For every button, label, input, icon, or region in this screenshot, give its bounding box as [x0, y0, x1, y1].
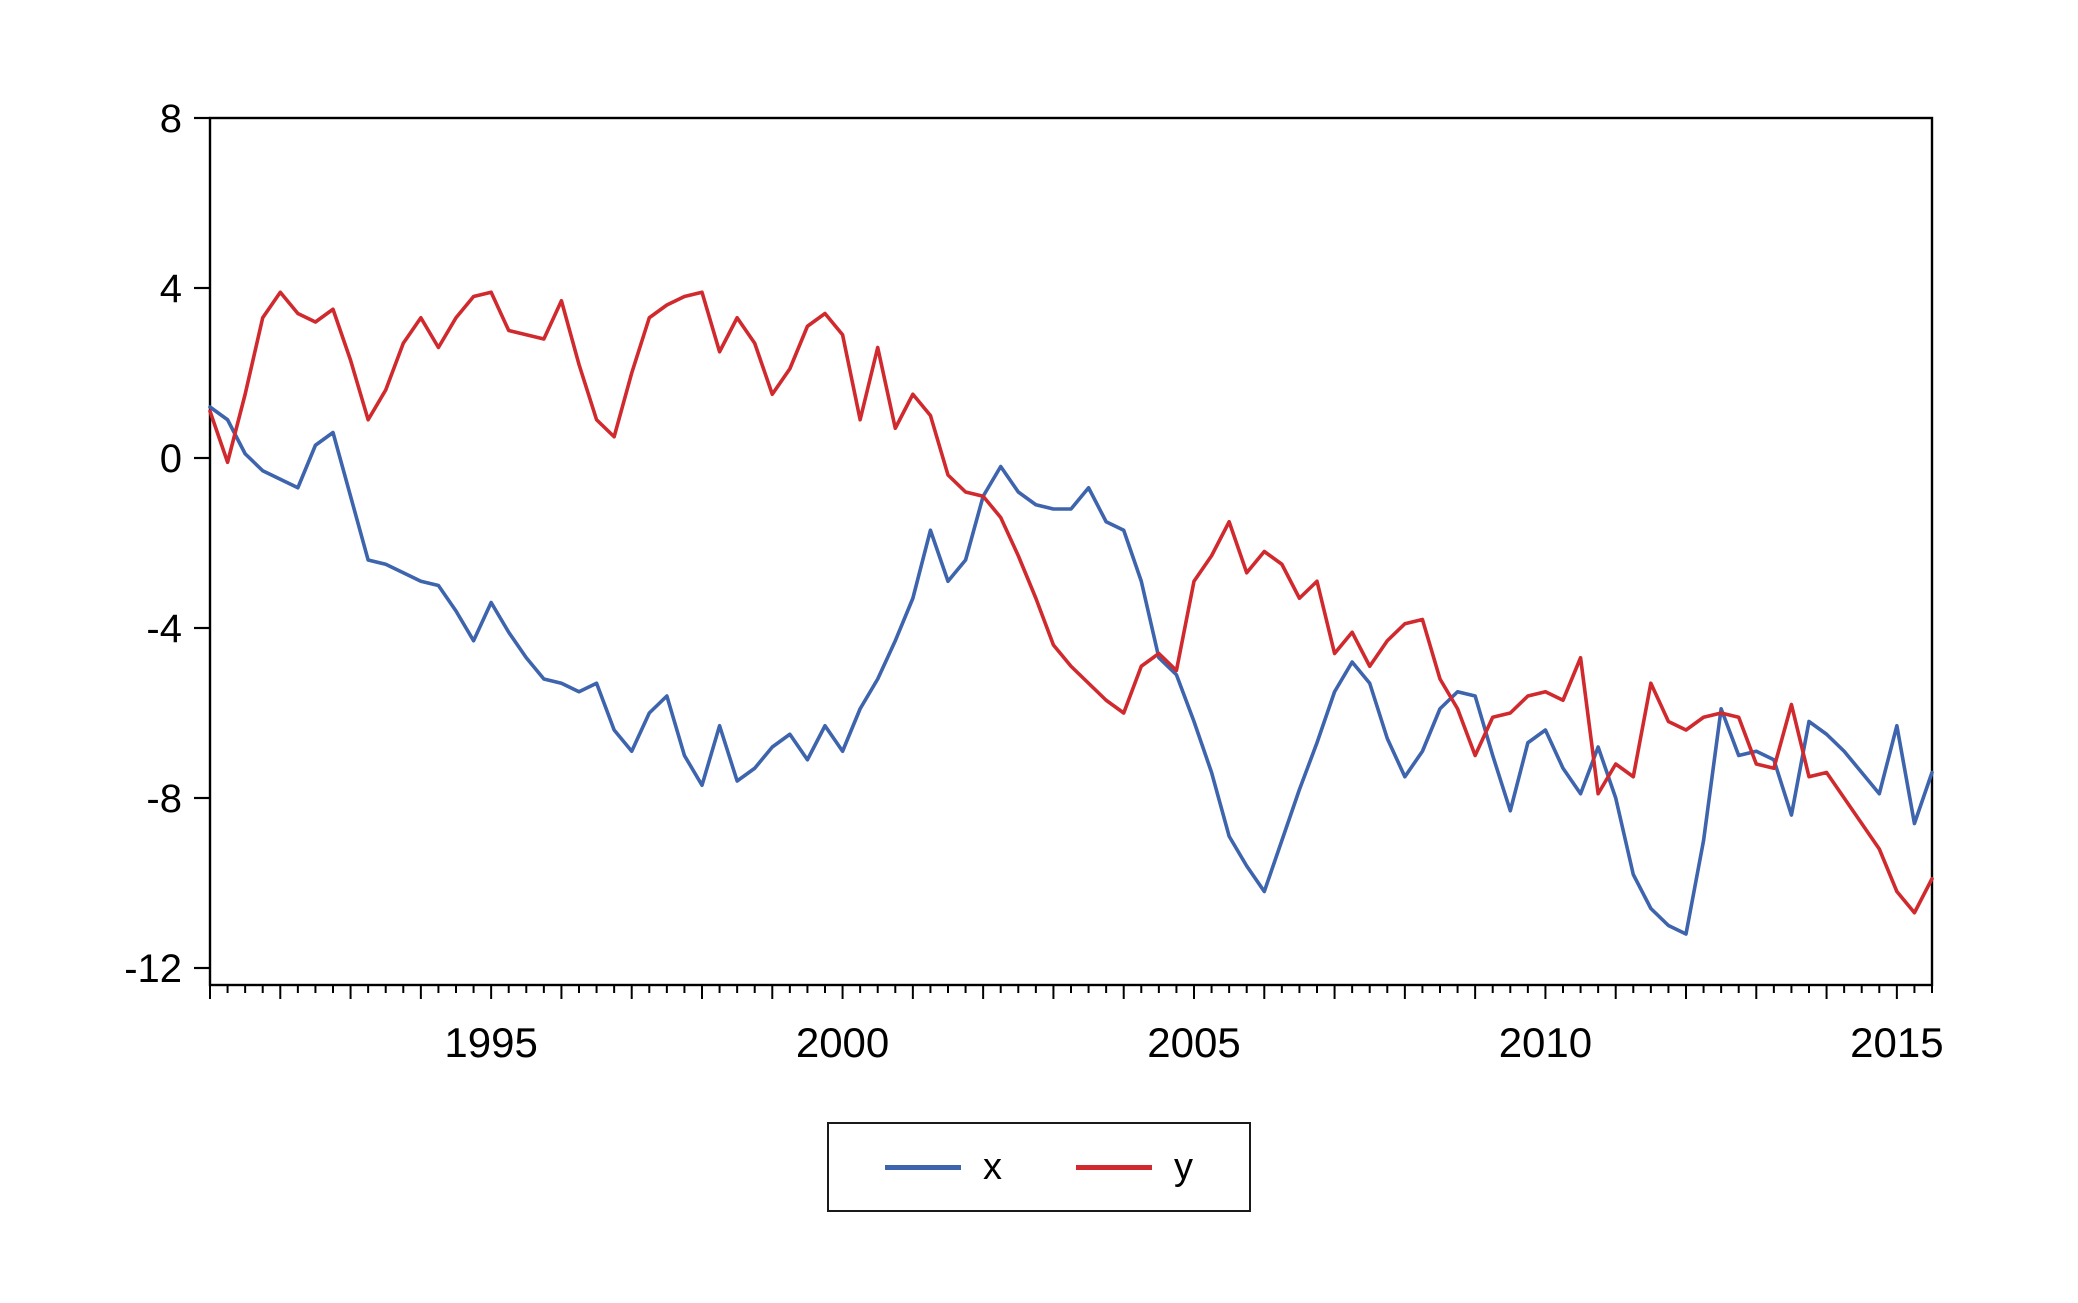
legend-box: x y [827, 1122, 1251, 1212]
y-tick-label: 8 [160, 97, 182, 141]
legend-item-y: y [1076, 1148, 1193, 1186]
series-line-x [208, 405, 1934, 936]
y-tick-label: 4 [160, 267, 182, 311]
x-tick-label: 2000 [796, 1019, 889, 1066]
x-tick-label: 2015 [1850, 1019, 1943, 1066]
legend-item-x: x [885, 1148, 1002, 1186]
legend-line-y-swatch [1076, 1164, 1152, 1170]
x-tick-label: 2005 [1147, 1019, 1240, 1066]
x-tick-label: 2010 [1499, 1019, 1592, 1066]
y-tick-label: -12 [124, 947, 182, 991]
plot-frame [208, 116, 1934, 987]
x-tick-label: 1995 [444, 1019, 537, 1066]
legend-label-x: x [983, 1146, 1002, 1188]
line-chart: 8 4 0 -4 -8 -12 1995 2000 2005 2010 2015 [124, 97, 1943, 1066]
series-line-y [208, 290, 1934, 915]
y-tick-label: -8 [146, 777, 182, 821]
y-tick-label: 0 [160, 437, 182, 481]
legend-label-y: y [1174, 1146, 1193, 1188]
legend-line-x-swatch [885, 1164, 961, 1170]
y-tick-label: -4 [146, 607, 182, 651]
